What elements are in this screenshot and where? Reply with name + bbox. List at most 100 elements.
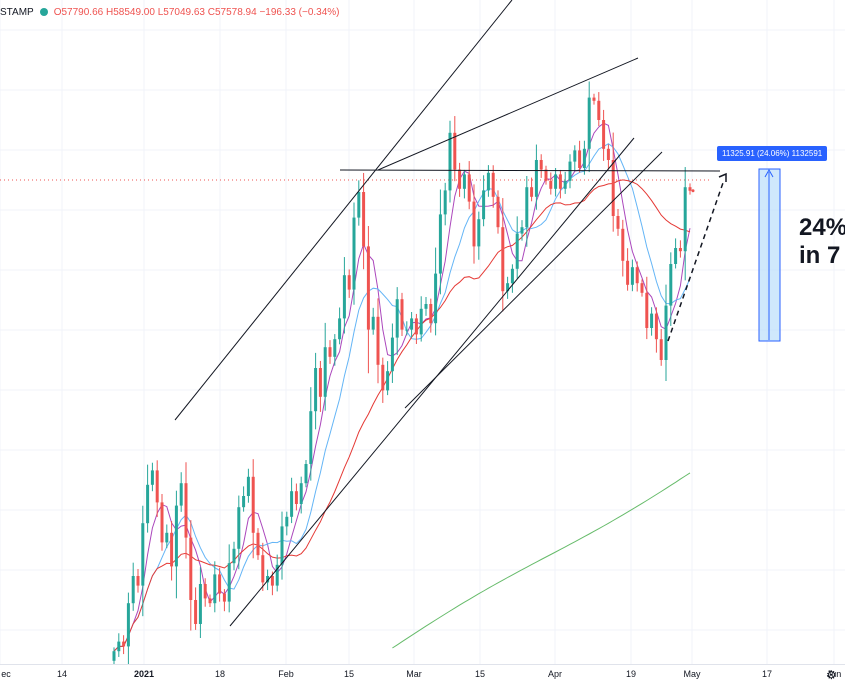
candle-body: [424, 304, 428, 309]
measure-label-badge: 11325.91 (24.06%) 1132591: [717, 146, 828, 161]
x-tick-label: Jun: [826, 669, 842, 679]
candle-body: [304, 464, 308, 484]
price-chart[interactable]: [0, 0, 845, 664]
candle-body: [381, 364, 385, 391]
measure-arrow-head: [764, 168, 774, 178]
trendline-resistance: [377, 57, 639, 171]
candle-body: [232, 548, 236, 564]
candle-body: [227, 563, 231, 602]
candle-body: [203, 584, 207, 599]
candle-body: [477, 219, 481, 247]
candle-body: [218, 574, 222, 594]
candle-body: [165, 532, 169, 543]
candle-body: [146, 484, 150, 524]
time-axis[interactable]: ec 14 2021 18 Feb 15 Mar 15 Apr 19 May 1…: [0, 664, 845, 685]
candle-body: [141, 523, 145, 586]
candle-body: [390, 337, 394, 372]
candle-body: [194, 600, 198, 624]
candle-body: [688, 187, 692, 191]
candle-body: [419, 308, 423, 335]
candle-body: [285, 516, 289, 527]
candle-body: [496, 196, 500, 228]
candle-body: [448, 132, 452, 191]
candle-body: [237, 507, 241, 549]
candle-body: [429, 304, 433, 324]
candle-body: [621, 228, 625, 261]
candle-body: [486, 172, 490, 191]
candle-body: [198, 584, 202, 624]
candle-body: [405, 329, 409, 331]
candle-body: [539, 160, 543, 170]
candle-body: [434, 273, 438, 324]
candle-body: [467, 174, 471, 202]
candle-body: [275, 564, 279, 586]
candle-body: [280, 526, 284, 565]
candle-body: [602, 120, 606, 149]
candle-body: [525, 187, 529, 228]
candlestick-series: [112, 81, 695, 664]
x-tick-label: 18: [214, 669, 226, 679]
candle-body: [654, 313, 658, 340]
candle-body: [318, 368, 322, 397]
candle-body: [501, 227, 505, 292]
candle-body: [357, 192, 361, 218]
candle-body: [530, 187, 534, 197]
candle-body: [645, 292, 649, 328]
x-tick-label: May: [683, 669, 701, 679]
candle-body: [251, 476, 255, 533]
candle-body: [126, 603, 130, 647]
candle-body: [458, 169, 462, 189]
candle-body: [323, 347, 327, 397]
candle-body: [290, 491, 294, 517]
candle-body: [208, 598, 212, 604]
x-tick-label: 15: [343, 669, 355, 679]
candle-body: [510, 268, 514, 284]
candle-body: [506, 283, 510, 292]
candle-body: [342, 275, 346, 319]
symbol-header: STAMP O57790.66 H58549.00 L57049.63 C575…: [0, 4, 340, 20]
candle-body: [515, 233, 519, 269]
candle-body: [400, 299, 404, 330]
candle-body: [664, 305, 668, 360]
annotation-line-2: in 7: [799, 242, 841, 269]
candle-body: [438, 214, 442, 274]
trendline-upper-channel: [174, 0, 513, 421]
x-tick-label: Apr: [547, 669, 563, 679]
candle-body: [558, 174, 562, 189]
candle-body: [213, 574, 217, 604]
candle-body: [122, 641, 126, 647]
candle-body: [616, 216, 620, 229]
candle-body: [328, 347, 332, 357]
candle-body: [174, 505, 178, 567]
candle-body: [626, 260, 630, 285]
candle-body: [294, 491, 298, 504]
candle-body: [333, 339, 337, 357]
candle-body: [635, 267, 639, 284]
candle-body: [160, 502, 164, 543]
x-tick-label: 2021: [133, 669, 155, 679]
candle-body: [544, 169, 548, 181]
gear-icon[interactable]: ⚙: [826, 668, 837, 682]
candle-body: [242, 496, 246, 508]
candle-body: [650, 313, 654, 328]
candle-body: [563, 180, 567, 189]
candle-body: [472, 201, 476, 247]
symbol-name[interactable]: STAMP: [0, 6, 34, 18]
candle-body: [170, 532, 174, 567]
candle-body: [309, 411, 313, 464]
candle-body: [386, 371, 390, 391]
candle-body: [674, 248, 678, 264]
candle-body: [592, 97, 596, 101]
moving-average-green: [392, 472, 691, 649]
annotation-line-1: 24%: [799, 214, 845, 241]
annotation-text[interactable]: 24% in 7: [799, 214, 845, 270]
candle-body: [314, 368, 318, 412]
candle-body: [640, 283, 644, 293]
trendline-lower-support-2: [404, 151, 663, 409]
x-tick-label: Mar: [406, 669, 422, 679]
trendline-drawings: [174, 0, 781, 627]
candle-body: [630, 267, 634, 285]
projection-arrow-head: [718, 172, 727, 182]
candle-body: [150, 470, 154, 485]
x-tick-label: 14: [56, 669, 68, 679]
